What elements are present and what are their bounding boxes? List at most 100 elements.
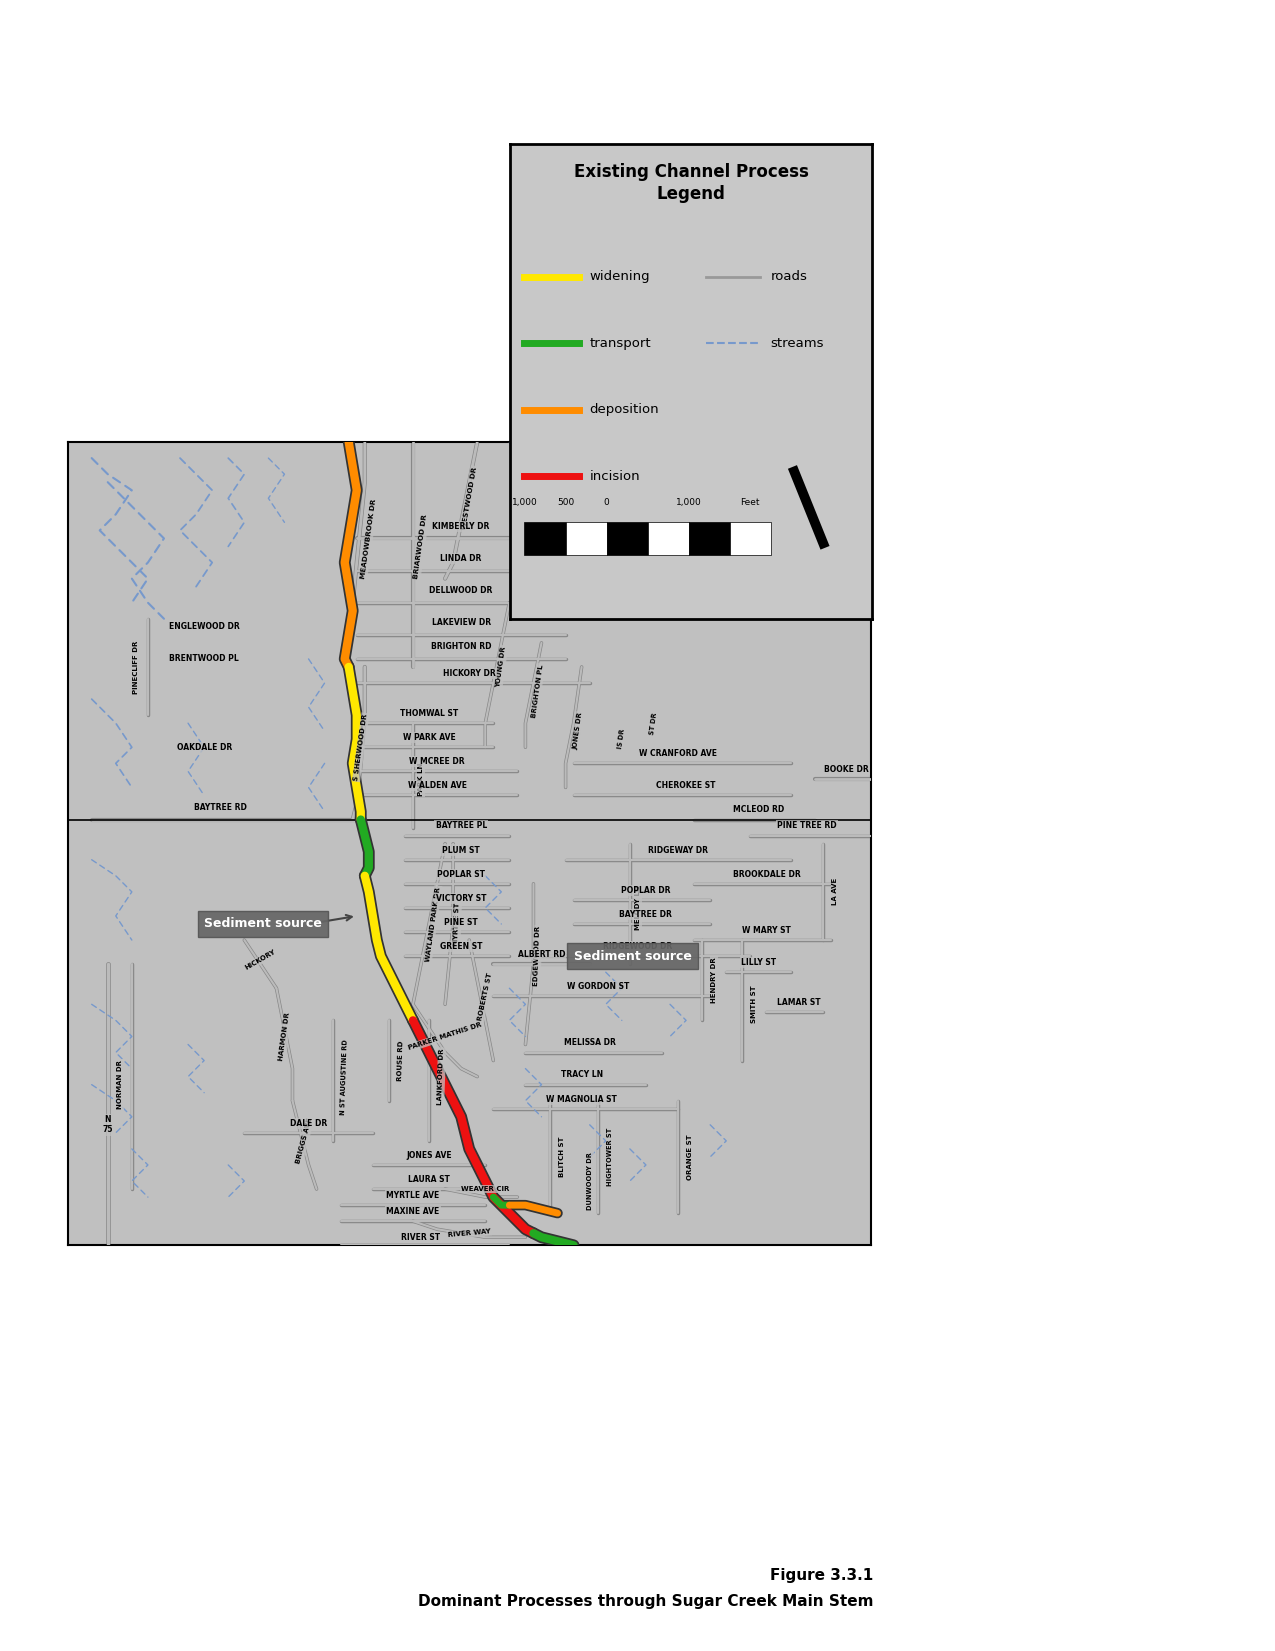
Text: BRIGGS AVE: BRIGGS AVE <box>296 1118 314 1164</box>
Text: LANKFORD DR: LANKFORD DR <box>437 1048 445 1105</box>
Text: LA AVE: LA AVE <box>831 878 838 905</box>
Text: THOMWAL ST: THOMWAL ST <box>400 708 458 718</box>
Text: 1,000: 1,000 <box>676 499 701 507</box>
Text: POPLAR ST: POPLAR ST <box>437 870 486 878</box>
Text: W PARK AVE: W PARK AVE <box>403 733 455 743</box>
Text: KIMBERLY DR: KIMBERLY DR <box>432 522 490 532</box>
Bar <box>524 522 566 555</box>
Text: 500: 500 <box>557 499 574 507</box>
Text: RIDGEWAY DR: RIDGEWAY DR <box>648 845 708 855</box>
Text: HICKORY DR: HICKORY DR <box>442 669 496 679</box>
Text: S SHERWOOD DR: S SHERWOOD DR <box>353 713 368 781</box>
Text: LILLY ST: LILLY ST <box>741 958 776 967</box>
Text: ST DR: ST DR <box>649 712 658 735</box>
Text: HICKORY: HICKORY <box>244 949 277 971</box>
Text: WEAVER CIR: WEAVER CIR <box>462 1185 510 1192</box>
Text: widening: widening <box>589 271 650 284</box>
Text: LINDA DR: LINDA DR <box>440 555 482 563</box>
Text: N
75: N 75 <box>102 1114 113 1134</box>
Text: WESTWOOD DR: WESTWOOD DR <box>460 467 478 530</box>
Text: PINE ST: PINE ST <box>444 918 478 926</box>
Text: Existing Channel Process
Legend: Existing Channel Process Legend <box>574 163 808 203</box>
Text: 1,000: 1,000 <box>511 499 537 507</box>
Text: MYRTLE AVE: MYRTLE AVE <box>386 1190 440 1200</box>
Text: FOX HOL: FOX HOL <box>547 477 584 487</box>
Text: MELISSA DR: MELISSA DR <box>564 1038 616 1047</box>
Text: Dominant Processes through Sugar Creek Main Stem: Dominant Processes through Sugar Creek M… <box>418 1593 873 1610</box>
Text: MAXINE AVE: MAXINE AVE <box>386 1207 440 1217</box>
Text: transport: transport <box>589 337 652 350</box>
Text: EDGEWOOD DR: EDGEWOOD DR <box>533 926 542 986</box>
Text: SMITH ST: SMITH ST <box>751 986 757 1024</box>
Text: OAKDALE DR: OAKDALE DR <box>176 743 232 751</box>
Text: W CRANFORD AVE: W CRANFORD AVE <box>639 750 717 758</box>
Text: DUNWOODY DR: DUNWOODY DR <box>586 1152 593 1210</box>
Text: PINECLIFF DR: PINECLIFF DR <box>133 641 139 693</box>
Text: incision: incision <box>589 471 640 484</box>
Text: Feet: Feet <box>741 499 760 507</box>
Text: JONES AVE: JONES AVE <box>407 1151 451 1159</box>
Text: VICTORY ST: VICTORY ST <box>436 893 487 903</box>
Text: PARK LN: PARK LN <box>418 763 425 796</box>
Text: BAYTREE DR: BAYTREE DR <box>620 910 672 920</box>
Text: DELLWOOD DR: DELLWOOD DR <box>430 586 493 594</box>
Text: Sediment source: Sediment source <box>204 918 323 931</box>
Text: MCLEOD RD: MCLEOD RD <box>733 806 784 814</box>
Text: BLITCH ST: BLITCH ST <box>558 1136 565 1177</box>
Text: Figure 3.3.1: Figure 3.3.1 <box>770 1567 873 1583</box>
Text: BRENTWOOD PL: BRENTWOOD PL <box>170 654 238 664</box>
Text: roads: roads <box>770 271 807 284</box>
Bar <box>729 522 770 555</box>
Text: ENGLEWOOD DR: ENGLEWOOD DR <box>168 622 240 631</box>
Text: streams: streams <box>770 337 824 350</box>
Text: RIVER WAY: RIVER WAY <box>448 1228 491 1238</box>
Text: RIDGEWOOD DR: RIDGEWOOD DR <box>603 943 672 951</box>
Text: LAKEVIEW DR: LAKEVIEW DR <box>432 617 491 627</box>
Text: BAYTREE RD: BAYTREE RD <box>194 802 246 812</box>
Text: HARMON DR: HARMON DR <box>278 1012 291 1062</box>
Text: ROUSE RD: ROUSE RD <box>398 1040 404 1081</box>
Text: WAYLAND PARK DR: WAYLAND PARK DR <box>425 887 441 961</box>
Text: MELODY LN: MELODY LN <box>635 885 641 930</box>
Text: deposition: deposition <box>589 403 659 416</box>
Text: BOOKE DR: BOOKE DR <box>825 766 870 774</box>
Text: N ST AUGUSTINE RD: N ST AUGUSTINE RD <box>340 1038 349 1114</box>
Text: BROOKDALE DR: BROOKDALE DR <box>733 870 801 878</box>
Text: ORANGE ST: ORANGE ST <box>687 1134 694 1180</box>
Bar <box>566 522 607 555</box>
Text: W ALDEN AVE: W ALDEN AVE <box>408 781 467 791</box>
Text: LAURA ST: LAURA ST <box>408 1176 450 1184</box>
Text: W MAGNOLIA ST: W MAGNOLIA ST <box>546 1095 617 1103</box>
Bar <box>688 522 729 555</box>
Text: RIVER ST: RIVER ST <box>402 1233 441 1242</box>
Text: BRIARWOOD DR: BRIARWOOD DR <box>413 513 428 580</box>
Text: HIGHTOWER ST: HIGHTOWER ST <box>607 1128 613 1185</box>
Text: Sediment source: Sediment source <box>574 949 691 963</box>
Text: CHEROKEE ST: CHEROKEE ST <box>657 781 715 791</box>
Text: SOUT: SOUT <box>553 454 578 462</box>
Text: DALE DR: DALE DR <box>289 1119 328 1128</box>
Text: BRIGHTON RD: BRIGHTON RD <box>431 642 491 652</box>
Text: NORMAN DR: NORMAN DR <box>117 1060 122 1109</box>
Text: HENDRY DR: HENDRY DR <box>711 958 718 1004</box>
Text: IS DR: IS DR <box>617 728 626 750</box>
Text: W MARY ST: W MARY ST <box>742 926 790 934</box>
Text: W MCREE DR: W MCREE DR <box>409 758 465 766</box>
Text: BRIGHTON PL: BRIGHTON PL <box>530 664 544 718</box>
Text: LAMAR ST: LAMAR ST <box>776 999 820 1007</box>
Text: GREEN ST: GREEN ST <box>440 943 482 951</box>
Text: PARKER MATHIS DR: PARKER MATHIS DR <box>408 1022 482 1052</box>
Text: TRACY LN: TRACY LN <box>561 1070 603 1080</box>
Text: PLUM ST: PLUM ST <box>442 845 481 855</box>
Text: MYRTLE ST: MYRTLE ST <box>454 901 460 946</box>
Text: W GORDON ST: W GORDON ST <box>566 982 629 991</box>
Text: PINE TREE RD: PINE TREE RD <box>776 822 836 830</box>
Text: ROBERTS ST: ROBERTS ST <box>477 972 493 1020</box>
Bar <box>607 522 648 555</box>
Bar <box>648 522 689 555</box>
Text: ALBERT RD: ALBERT RD <box>518 949 565 959</box>
Text: 0: 0 <box>603 499 609 507</box>
Text: BAYTREE PL: BAYTREE PL <box>436 822 487 830</box>
Text: MEADOWBROOK DR: MEADOWBROOK DR <box>361 499 377 580</box>
Text: JONES DR: JONES DR <box>572 712 583 750</box>
